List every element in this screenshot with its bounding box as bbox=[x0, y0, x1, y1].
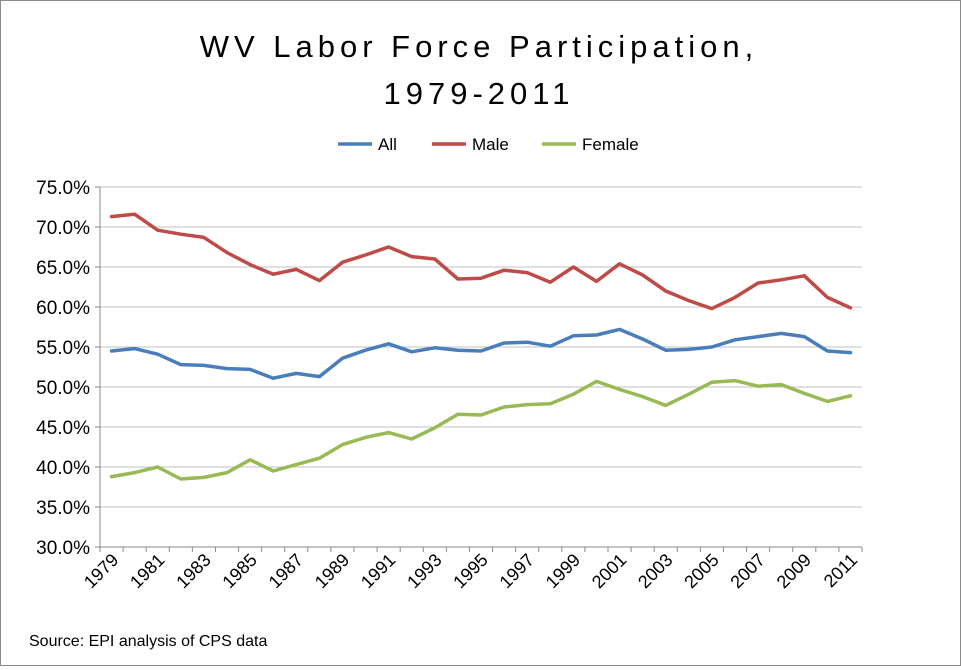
chart-legend: All Male Female bbox=[338, 135, 639, 154]
legend-label-male: Male bbox=[472, 135, 509, 154]
y-axis-tick-labels: 30.0% 35.0% 40.0% 45.0% 50.0% 55.0% 60.0% 65.0%… bbox=[36, 178, 90, 559]
x-tick-label: 1999 bbox=[542, 550, 584, 592]
x-tick-label: 2003 bbox=[634, 550, 676, 592]
series-line-all bbox=[109, 327, 853, 380]
y-tick-label: 40.0% bbox=[36, 458, 90, 479]
source-note: Source: EPI analysis of CPS data bbox=[29, 633, 267, 650]
x-tick-label: 2011 bbox=[820, 550, 862, 592]
x-tick-label: 1993 bbox=[403, 550, 445, 592]
x-tick-label: 2009 bbox=[773, 550, 815, 592]
x-tick-label: 1987 bbox=[265, 550, 307, 592]
x-tick-label: 1981 bbox=[126, 550, 168, 592]
y-tick-label: 60.0% bbox=[36, 298, 90, 319]
x-tick-label: 2007 bbox=[726, 550, 768, 592]
legend-label-all: All bbox=[378, 135, 397, 154]
y-tick-label: 75.0% bbox=[36, 178, 90, 199]
y-tick-label: 55.0% bbox=[36, 338, 90, 359]
x-tick-label: 2001 bbox=[588, 550, 630, 592]
y-tick-label: 30.0% bbox=[36, 538, 90, 559]
series-lines bbox=[109, 212, 853, 481]
y-tick-label: 70.0% bbox=[36, 218, 90, 239]
gridlines bbox=[100, 186, 862, 508]
x-tick-label: 1989 bbox=[311, 550, 353, 592]
y-tick-label: 50.0% bbox=[36, 378, 90, 399]
x-axis-tick-labels: 1979 1981 1983 1985 1987 1989 1991 1993 1995 1997… bbox=[80, 550, 861, 592]
x-tick-label: 1983 bbox=[172, 550, 214, 592]
axes bbox=[95, 186, 863, 552]
x-tick-label: 1997 bbox=[496, 550, 538, 592]
y-tick-label: 45.0% bbox=[36, 418, 90, 439]
y-tick-label: 65.0% bbox=[36, 258, 90, 279]
x-tick-label: 1985 bbox=[218, 550, 260, 592]
x-tick-label: 1991 bbox=[357, 550, 399, 592]
chart-title-line-2: 1979-2011 bbox=[384, 76, 575, 111]
series-line-female bbox=[109, 378, 853, 481]
x-tick-label: 1995 bbox=[449, 550, 491, 592]
x-tick-label: 2005 bbox=[680, 550, 722, 592]
chart-title-line-1: WV Labor Force Participation, bbox=[200, 29, 759, 64]
series-line-male bbox=[109, 212, 853, 311]
y-tick-label: 35.0% bbox=[36, 498, 90, 519]
legend-label-female: Female bbox=[582, 135, 639, 154]
